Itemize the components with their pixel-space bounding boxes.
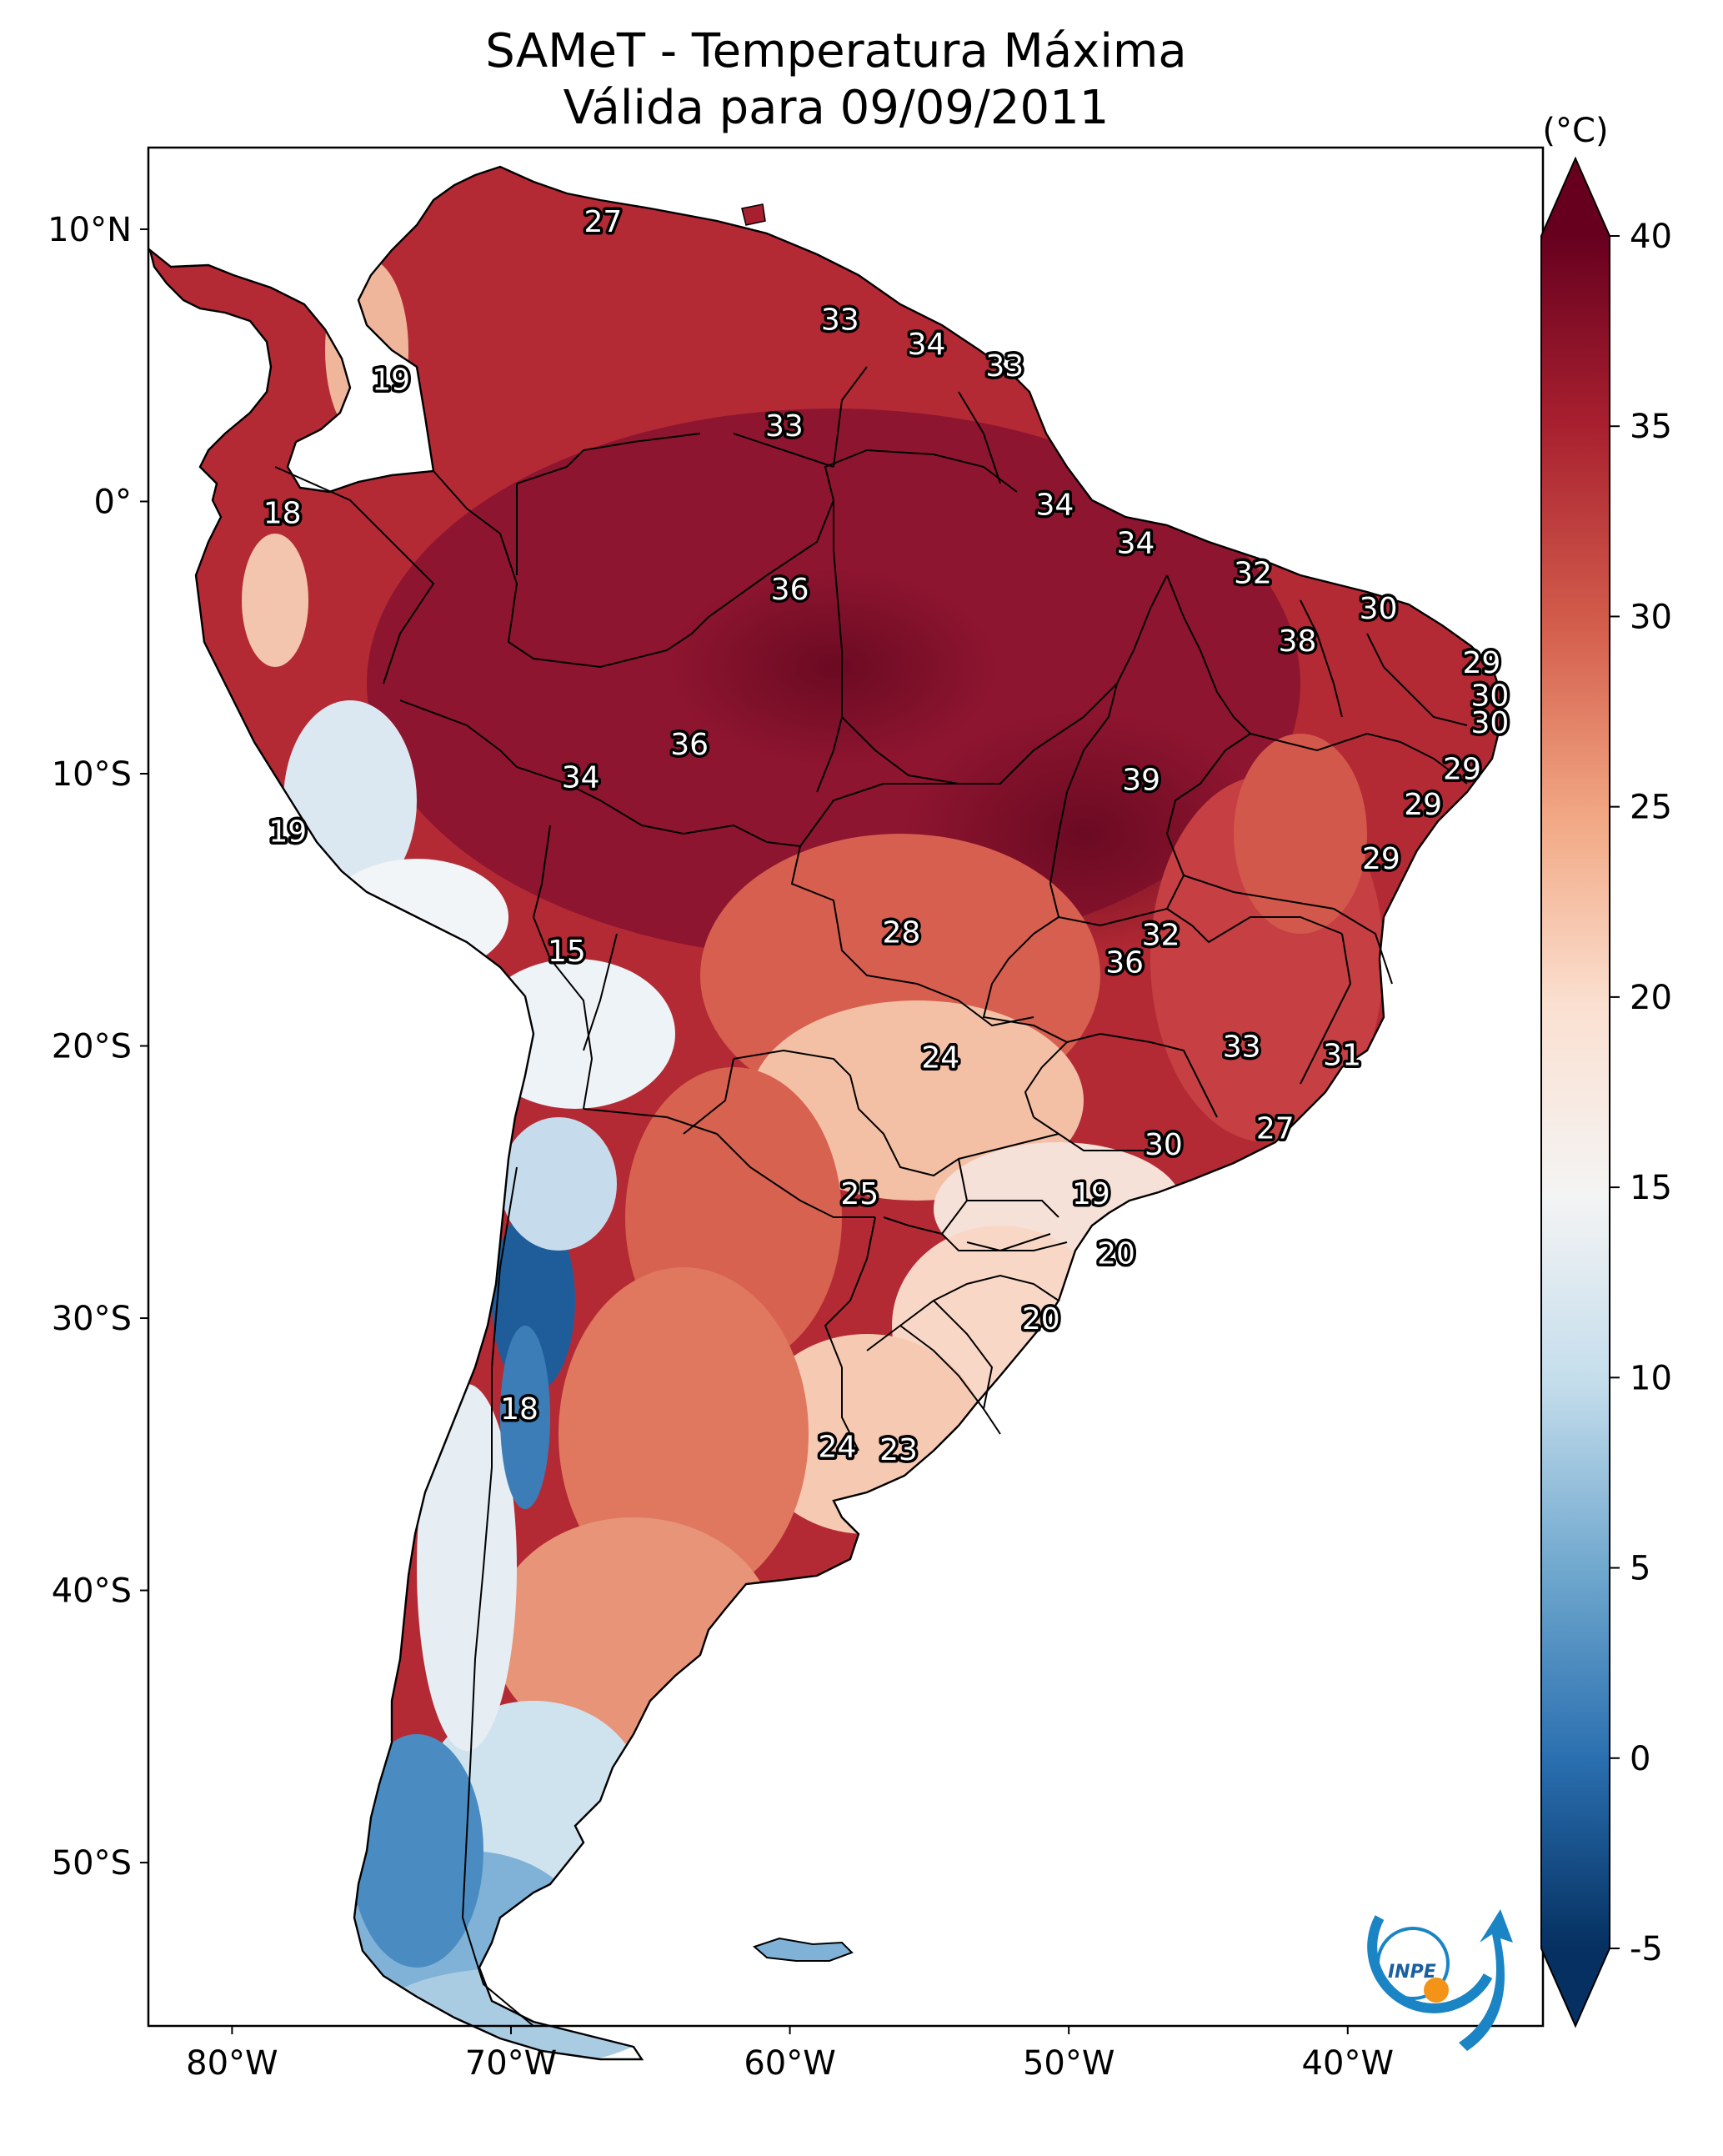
inpe-logo-orbit-icon <box>1376 1927 1450 2000</box>
colorbar-ticks: 40 35 30 25 20 15 10 5 0 -5 <box>1610 218 1672 1968</box>
colorbar-unit-label: (°C) <box>1542 112 1608 150</box>
lon-tick-label: 70°W <box>465 2044 557 2083</box>
trinidad-island <box>741 203 766 226</box>
temperature-label: 19 <box>372 364 410 398</box>
lon-tick-label: 60°W <box>744 2044 835 2083</box>
temperature-label: 20 <box>1097 1237 1135 1271</box>
temperature-label: 19 <box>268 815 307 850</box>
temperature-label: 29 <box>1404 788 1442 822</box>
lat-tick-label: 30°S <box>52 1300 132 1338</box>
inpe-logo: INPE <box>1367 1909 1513 2051</box>
colorbar-tick-label: 35 <box>1630 408 1672 446</box>
colorbar-tick-label: 10 <box>1630 1359 1672 1397</box>
lat-tick-label: 0° <box>94 483 132 521</box>
country-borders <box>274 366 1059 2027</box>
temperature-label: 27 <box>1256 1111 1295 1146</box>
lat-tick-label: 20°S <box>52 1028 132 1066</box>
temperature-label: 33 <box>821 303 859 338</box>
axes: 10°N 0° 10°S 20°S 30°S 40°S 50°S 80°W 70°W 60°W 50… <box>48 211 1394 2083</box>
temperature-label: 20 <box>1022 1302 1060 1336</box>
temperature-label: 19 <box>1072 1177 1110 1211</box>
colorbar-tick-label: 15 <box>1630 1169 1672 1207</box>
temperature-label: 34 <box>1036 489 1074 523</box>
temperature-label: 36 <box>771 573 809 607</box>
temperature-label: 29 <box>1443 752 1481 786</box>
temperature-label: 34 <box>908 328 946 362</box>
temperature-label: 36 <box>1105 945 1144 980</box>
lat-tick-label: 50°S <box>52 1844 132 1883</box>
temperature-label: 25 <box>840 1177 879 1211</box>
colorbar-tick-label: 0 <box>1630 1740 1650 1778</box>
temperature-label: 33 <box>1223 1030 1261 1065</box>
map-title-line-2: Válida para 09/09/2011 <box>563 81 1109 135</box>
colorbar-gradient <box>1541 236 1610 1948</box>
temperature-label: 36 <box>670 728 709 762</box>
lon-tick-label: 40°W <box>1302 2044 1394 2083</box>
temperature-label: 24 <box>921 1041 959 1075</box>
inpe-logo-arrow-icon <box>1459 1909 1513 2051</box>
colorbar-tick-label: 20 <box>1630 979 1672 1017</box>
temperature-label: 30 <box>1471 706 1510 740</box>
temperature-label: 29 <box>1362 842 1400 876</box>
lon-tick-label: 50°W <box>1023 2044 1114 2083</box>
temperature-label: 34 <box>1117 526 1155 560</box>
colorbar-tick-label: -5 <box>1630 1930 1663 1968</box>
temperature-label: 29 <box>1462 646 1500 680</box>
temperature-label: 34 <box>562 760 600 795</box>
temperature-label: 30 <box>1144 1128 1183 1162</box>
inpe-logo-arc-icon <box>1367 1915 1493 2013</box>
temperature-label: 33 <box>985 349 1024 384</box>
lon-tick-label: 80°W <box>186 2044 278 2083</box>
temperature-label: 30 <box>1360 592 1398 626</box>
temperature-label: 24 <box>819 1431 857 1465</box>
colorbar-tick-label: 5 <box>1630 1550 1650 1588</box>
temperature-label: 27 <box>584 205 622 239</box>
state-borders <box>516 433 1468 1435</box>
temperature-label: 32 <box>1142 919 1180 953</box>
temperature-label: 18 <box>263 497 302 531</box>
temperature-label: 33 <box>765 409 804 444</box>
colorbar-tick-label: 30 <box>1630 598 1672 636</box>
colorbar: (°C) 40 35 30 25 20 15 10 5 0 -5 <box>1540 112 1672 2028</box>
lat-tick-label: 10°N <box>48 211 132 249</box>
temperature-label: 39 <box>1122 764 1160 798</box>
colorbar-tick-label: 40 <box>1630 218 1672 256</box>
temperature-label: 31 <box>1323 1038 1361 1072</box>
colorbar-bottom-arrow <box>1541 1948 1610 2026</box>
colorbar-top-arrow <box>1541 158 1610 236</box>
lat-tick-label: 10°S <box>52 755 132 794</box>
temperature-label: 15 <box>548 935 586 969</box>
map-title-line-1: SAMeT - Temperatura Máxima <box>485 24 1187 78</box>
inpe-logo-text: INPE <box>1388 1962 1436 1983</box>
temperature-label: 30 <box>1471 679 1510 713</box>
falkland-islands <box>753 1937 854 1962</box>
temperature-label: 32 <box>1234 556 1272 590</box>
temperature-label: 18 <box>500 1392 538 1426</box>
inpe-logo-sun-icon <box>1424 1978 1449 2003</box>
temperature-label: 38 <box>1279 624 1317 659</box>
temperature-label: 23 <box>879 1433 918 1467</box>
colorbar-tick-label: 25 <box>1630 789 1672 827</box>
lat-tick-label: 40°S <box>52 1572 132 1611</box>
temperature-label: 28 <box>883 915 921 950</box>
